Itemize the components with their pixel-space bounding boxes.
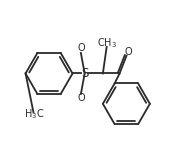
Text: H$_3$C: H$_3$C	[24, 107, 44, 121]
Text: S: S	[81, 67, 88, 80]
Text: CH$_3$: CH$_3$	[97, 36, 117, 50]
Text: O: O	[77, 93, 85, 103]
Text: O: O	[77, 43, 85, 53]
Text: O: O	[124, 47, 132, 57]
